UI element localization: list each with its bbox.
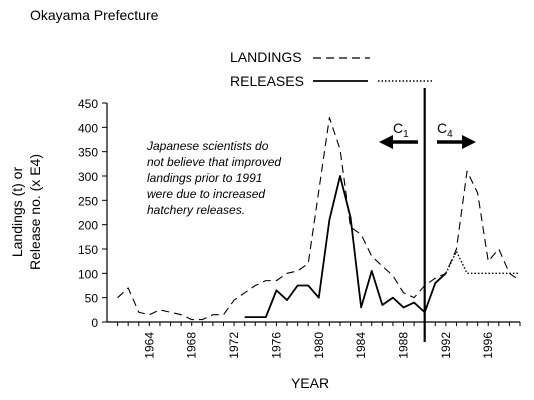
annotation-line-2: not believe that improved <box>147 155 281 169</box>
annotation-line-5: hatchery releases. <box>147 203 245 217</box>
x-tick-label-6: 1988 <box>397 332 411 359</box>
y-tick-label-4: 200 <box>78 219 98 233</box>
c4-label-sub: 4 <box>447 129 453 140</box>
chart-title: Okayama Prefecture <box>30 7 159 23</box>
annotation-text: Japanese scientists do not believe that … <box>146 139 284 217</box>
legend: LANDINGS RELEASES <box>230 49 432 89</box>
x-tick-label-4: 1980 <box>312 332 326 359</box>
x-tick-label-2: 1972 <box>227 332 241 359</box>
c1-label-sub: 1 <box>403 129 409 140</box>
c4-label-main: C <box>437 120 447 136</box>
c1-label-main: C <box>393 120 403 136</box>
y-axis-title-line1: Landings (t) or <box>9 167 25 258</box>
annotation-line-4: were due to increased <box>147 187 265 201</box>
c1-label: C1 <box>393 120 409 140</box>
y-tick-label-2: 100 <box>78 267 98 281</box>
x-tick-label-0: 1964 <box>142 332 156 359</box>
legend-label-landings: LANDINGS <box>230 49 302 65</box>
left-arrow <box>379 135 418 149</box>
annotation-line-3: landings prior to 1991 <box>147 171 262 185</box>
right-arrow <box>437 135 476 149</box>
x-tick-label-3: 1976 <box>269 332 283 359</box>
y-tick-label-6: 300 <box>78 170 98 184</box>
x-tick-label-7: 1992 <box>439 332 453 359</box>
x-axis-title: YEAR <box>291 375 329 391</box>
x-tick-label-1: 1968 <box>185 332 199 359</box>
y-tick-label-9: 450 <box>78 97 98 111</box>
y-tick-label-7: 350 <box>78 146 98 160</box>
x-ticks: 1964 1968 1972 1976 1980 1984 1988 1992 1996 <box>117 322 521 359</box>
series-line-2 <box>445 250 520 275</box>
y-tick-label-5: 250 <box>78 194 98 208</box>
y-tick-label-3: 150 <box>78 243 98 257</box>
y-tick-label-8: 400 <box>78 121 98 135</box>
series-line-1 <box>244 175 447 319</box>
series-line-0 <box>117 117 521 321</box>
y-ticks: 0 50 100 150 200 250 300 350 400 450 <box>78 97 107 330</box>
x-tick-label-5: 1984 <box>354 332 368 359</box>
c4-label: C4 <box>437 120 453 140</box>
series-group <box>117 117 521 321</box>
y-axis-title-line2: Release no. (x E4) <box>27 154 43 270</box>
y-tick-label-1: 50 <box>85 292 99 306</box>
legend-label-releases: RELEASES <box>230 73 304 89</box>
annotation-line-1: Japanese scientists do <box>146 139 269 153</box>
x-tick-label-8: 1996 <box>481 332 495 359</box>
y-tick-label-0: 0 <box>91 316 98 330</box>
